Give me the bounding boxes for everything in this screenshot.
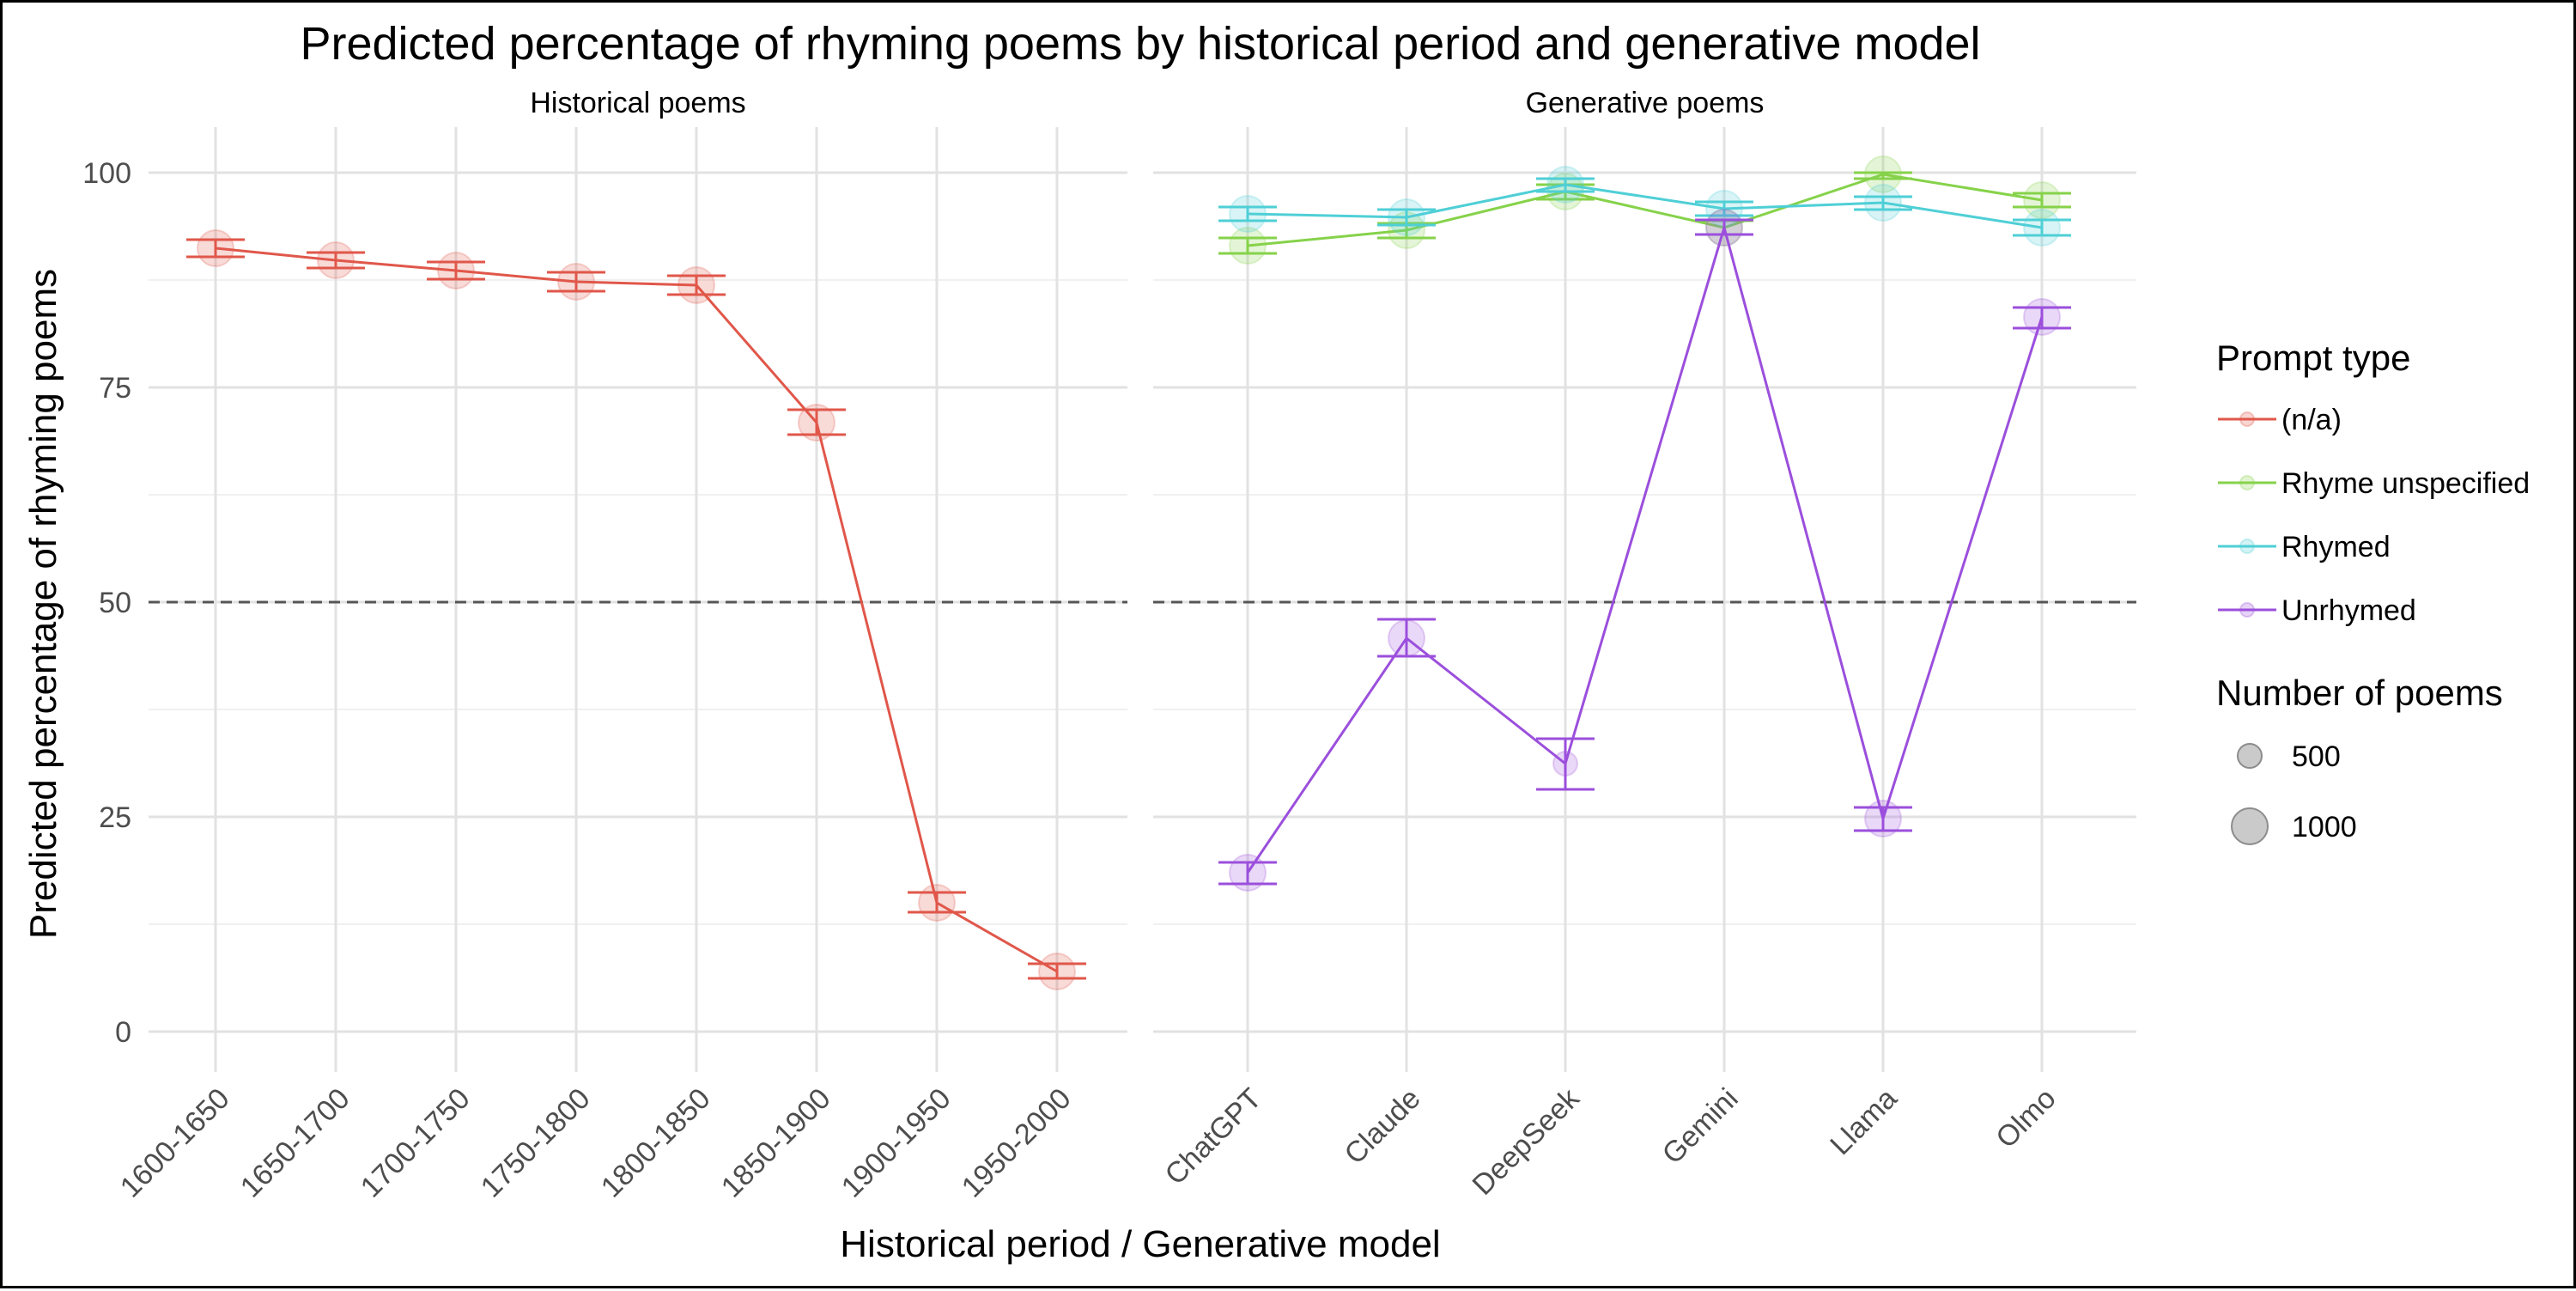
x-tick-label: 1950-2000 xyxy=(956,1082,1078,1204)
x-tick-label: 1600-1650 xyxy=(114,1082,236,1204)
x-tick-label: 1700-1750 xyxy=(355,1082,477,1204)
y-tick-label: 25 xyxy=(99,801,131,834)
legend-item-rhyme_unspecified: Rhyme unspecified xyxy=(2218,467,2530,500)
legend-item-rhymed: Rhymed xyxy=(2218,531,2391,563)
legend-item-unrhymed: Unrhymed xyxy=(2218,594,2416,627)
x-tick-label: Llama xyxy=(1824,1082,1903,1161)
panel-generative: Generative poems ChatGPT Claude DeepSeek Gem… xyxy=(1153,87,2136,1202)
x-tick-label: 1800-1850 xyxy=(595,1082,717,1204)
x-tick-label: Claude xyxy=(1339,1082,1427,1171)
y-tick-label: 50 xyxy=(99,587,131,619)
legend-label: (n/a) xyxy=(2281,404,2342,436)
legend-key-point xyxy=(2239,411,2255,427)
y-axis-label: Predicted percentage of rhyming poems xyxy=(22,269,64,939)
panel-label: Historical poems xyxy=(530,87,745,119)
panel-label: Generative poems xyxy=(1526,87,1765,119)
x-tick-label: 1900-1950 xyxy=(835,1082,957,1204)
legend-label: Rhymed xyxy=(2281,531,2391,563)
panel-historical: Historical poems 0 25 50 75 100 1600-16501650-… xyxy=(82,87,1127,1204)
legend-title-number-of-poems: Number of poems xyxy=(2216,673,2503,713)
legend-key-point xyxy=(2239,539,2255,554)
legend-size-label: 500 xyxy=(2292,740,2341,773)
legend-size-key xyxy=(2231,807,2269,845)
series-rhymed xyxy=(1218,166,2071,247)
legend-key-point xyxy=(2239,602,2255,618)
legend-size-item: 1000 xyxy=(2231,807,2357,845)
x-tick-label: Gemini xyxy=(1656,1082,1745,1171)
x-tick-label: ChatGPT xyxy=(1159,1082,1268,1191)
legend-size-item: 500 xyxy=(2237,740,2341,773)
series-na xyxy=(186,229,1086,990)
chart-title: Predicted percentage of rhyming poems by… xyxy=(300,18,1980,70)
legend-size-key xyxy=(2237,743,2263,769)
x-tick-label: 1750-1800 xyxy=(475,1082,597,1204)
y-tick-label: 75 xyxy=(99,372,131,405)
legend: Prompt type (n/a) Rhyme unspecified Rhymed U… xyxy=(2216,338,2530,845)
y-tick-label: 0 xyxy=(115,1016,131,1049)
legend-label: Unrhymed xyxy=(2281,594,2416,627)
series-line xyxy=(1247,173,2043,247)
x-tick-label: Olmo xyxy=(1990,1082,2062,1154)
y-tick-label: 100 xyxy=(82,157,131,190)
x-tick-label: DeepSeek xyxy=(1467,1081,1587,1202)
legend-key-point xyxy=(2239,475,2255,490)
series-unrhymed xyxy=(1218,209,2071,892)
series-line xyxy=(215,247,1058,973)
series-line xyxy=(1246,222,2044,874)
x-tick-label: 1650-1700 xyxy=(234,1082,356,1204)
chart-svg: Predicted percentage of rhyming poems by… xyxy=(22,18,2530,1265)
legend-item-na: (n/a) xyxy=(2218,404,2342,436)
series-line xyxy=(1247,183,2043,229)
panels: Historical poems 0 25 50 75 100 1600-16501650-… xyxy=(82,87,2136,1204)
legend-label: Rhyme unspecified xyxy=(2281,467,2530,500)
x-tick-label: 1850-1900 xyxy=(715,1082,837,1204)
legend-title-prompt-type: Prompt type xyxy=(2216,338,2410,378)
x-axis-label: Historical period / Generative model xyxy=(840,1223,1440,1265)
legend-size-label: 1000 xyxy=(2292,811,2357,843)
